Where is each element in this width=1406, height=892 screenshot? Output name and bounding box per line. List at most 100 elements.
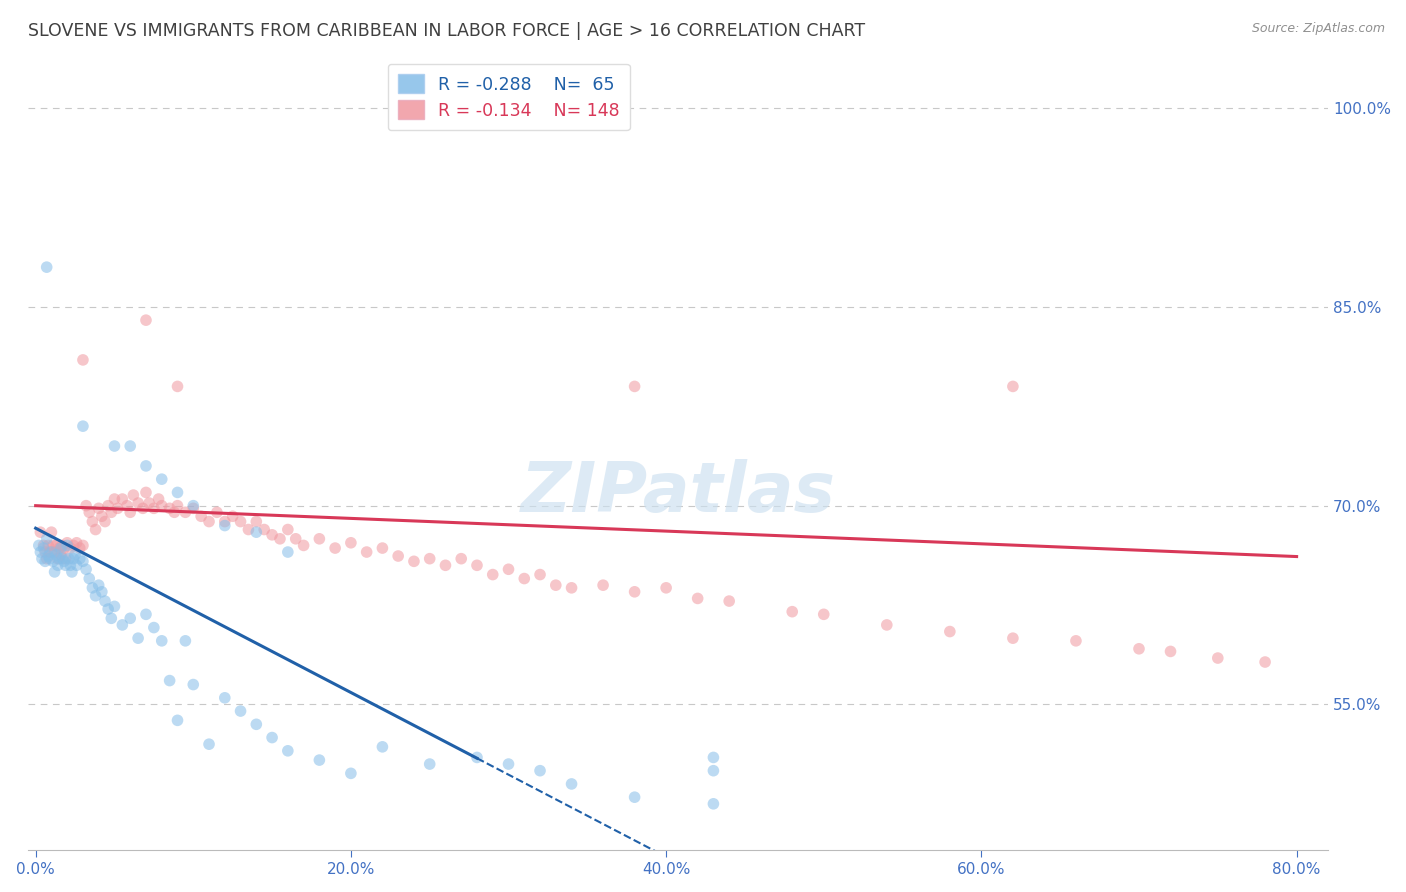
Point [214, 518, 236, 533]
Point [813, 607, 835, 622]
Point [166, 499, 188, 513]
Point [277, 744, 299, 758]
Point [90, 509, 112, 524]
Point [166, 714, 188, 728]
Point [529, 764, 551, 778]
Point [623, 379, 645, 393]
Point [1254, 655, 1277, 669]
Point [142, 621, 165, 635]
Point [356, 545, 378, 559]
Point [655, 581, 678, 595]
Point [51, 538, 73, 552]
Point [55, 551, 77, 566]
Point [465, 750, 488, 764]
Point [97, 602, 120, 616]
Point [100, 505, 122, 519]
Point [49, 541, 72, 555]
Point [718, 594, 741, 608]
Point [371, 541, 394, 555]
Point [277, 523, 299, 537]
Point [111, 618, 134, 632]
Point [77, 505, 100, 519]
Point [72, 352, 94, 367]
Point [32, 538, 55, 552]
Point [35, 532, 58, 546]
Point [166, 379, 188, 393]
Point [94, 515, 117, 529]
Point [1001, 379, 1024, 393]
Point [163, 505, 186, 519]
Point [58, 551, 80, 566]
Point [135, 458, 157, 473]
Point [55, 558, 77, 573]
Point [59, 541, 82, 555]
Point [44, 545, 66, 559]
Text: ZIPatlas: ZIPatlas [520, 458, 835, 526]
Point [53, 541, 76, 555]
Point [66, 558, 89, 573]
Point [1001, 631, 1024, 645]
Point [198, 737, 221, 751]
Point [292, 538, 315, 552]
Point [686, 591, 709, 606]
Point [308, 753, 330, 767]
Point [48, 551, 70, 566]
Point [181, 501, 204, 516]
Point [30, 545, 52, 559]
Point [103, 491, 125, 506]
Point [120, 439, 142, 453]
Point [229, 515, 252, 529]
Point [1206, 651, 1229, 665]
Point [84, 589, 107, 603]
Point [75, 562, 97, 576]
Point [49, 548, 72, 562]
Point [135, 607, 157, 622]
Point [122, 488, 145, 502]
Point [592, 578, 614, 592]
Point [780, 605, 803, 619]
Point [529, 567, 551, 582]
Point [45, 548, 67, 562]
Point [371, 739, 394, 754]
Point [51, 551, 73, 566]
Point [107, 501, 129, 516]
Point [159, 673, 181, 688]
Point [340, 766, 363, 780]
Point [450, 551, 472, 566]
Point [159, 501, 181, 516]
Point [269, 532, 291, 546]
Point [135, 313, 157, 327]
Point [62, 551, 84, 566]
Point [30, 525, 52, 540]
Point [48, 541, 70, 555]
Point [35, 551, 58, 566]
Point [561, 777, 583, 791]
Legend: R = -0.288    N=  65, R = -0.134    N= 148: R = -0.288 N= 65, R = -0.134 N= 148 [388, 64, 630, 130]
Point [53, 554, 76, 568]
Point [702, 750, 724, 764]
Point [120, 505, 142, 519]
Point [38, 551, 60, 566]
Point [35, 260, 58, 275]
Point [103, 599, 125, 614]
Point [42, 554, 65, 568]
Point [32, 541, 55, 555]
Point [340, 535, 363, 549]
Point [28, 538, 51, 552]
Point [387, 549, 409, 563]
Point [323, 541, 346, 555]
Point [262, 731, 284, 745]
Point [94, 594, 117, 608]
Point [1128, 641, 1150, 656]
Point [198, 515, 221, 529]
Point [245, 515, 267, 529]
Point [127, 496, 149, 510]
Point [142, 501, 165, 516]
Point [37, 549, 59, 563]
Point [45, 538, 67, 552]
Point [434, 558, 457, 573]
Point [60, 565, 83, 579]
Point [1064, 633, 1087, 648]
Point [72, 538, 94, 552]
Point [308, 532, 330, 546]
